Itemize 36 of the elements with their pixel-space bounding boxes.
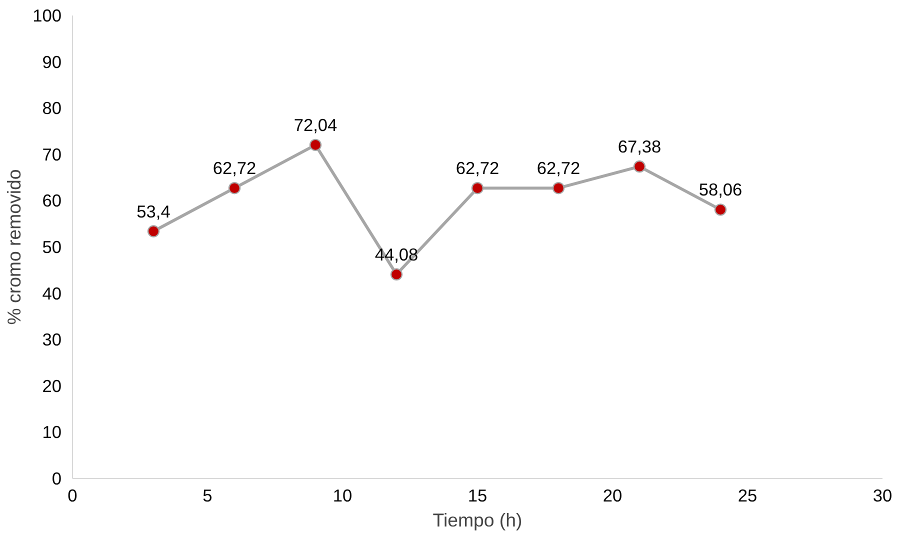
x-tick-label: 10 <box>332 486 352 506</box>
data-label: 62,72 <box>456 158 500 178</box>
y-tick-label: 30 <box>42 330 62 350</box>
y-tick-label: 50 <box>42 237 62 257</box>
point <box>147 225 160 238</box>
point <box>471 182 484 194</box>
point <box>390 268 403 280</box>
x-tick-label: 5 <box>202 486 212 506</box>
y-tick-label: 60 <box>42 190 62 211</box>
y-tick-label: 80 <box>42 98 62 118</box>
y-tick-label: 90 <box>42 52 62 72</box>
data-label: 72,04 <box>294 114 338 135</box>
x-tick-label: 20 <box>602 486 622 506</box>
y-axis-title: % cromo removido <box>4 169 25 325</box>
data-label: 58,06 <box>698 180 742 200</box>
point <box>309 138 322 152</box>
data-label: 62,72 <box>212 158 256 178</box>
y-tick-label: 40 <box>42 283 62 304</box>
y-tick-label: 70 <box>42 144 62 164</box>
y-tick-label: 100 <box>32 6 62 26</box>
point <box>228 182 241 194</box>
point <box>633 160 646 173</box>
x-tick-label: 0 <box>68 486 78 506</box>
data-label: 53,4 <box>136 201 171 222</box>
y-tick-label: 20 <box>42 376 62 396</box>
y-tick-label: 0 <box>52 468 62 488</box>
point <box>552 182 565 194</box>
data-label: 62,72 <box>536 158 580 178</box>
x-tick-label: 15 <box>468 486 488 506</box>
y-tick-label: 10 <box>42 422 62 442</box>
point <box>714 204 727 216</box>
data-label: 44,08 <box>374 244 418 264</box>
x-axis-title: Tiempo (h) <box>432 510 522 530</box>
x-tick-label: 25 <box>738 486 758 506</box>
data-label: 67,38 <box>618 136 662 157</box>
x-tick-label: 30 <box>872 486 892 506</box>
